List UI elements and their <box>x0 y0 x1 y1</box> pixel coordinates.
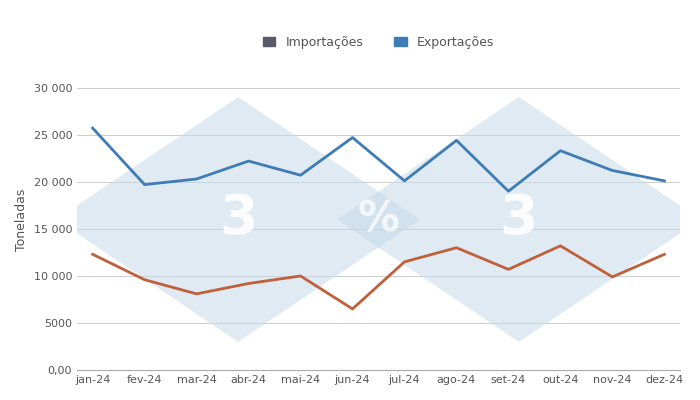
Polygon shape <box>56 97 420 342</box>
Text: %: % <box>358 198 400 240</box>
Polygon shape <box>337 97 700 342</box>
Y-axis label: Toneladas: Toneladas <box>15 188 28 251</box>
Legend: Importações, Exportações: Importações, Exportações <box>262 36 494 49</box>
Text: 3: 3 <box>500 192 538 246</box>
Text: 3: 3 <box>219 192 258 246</box>
